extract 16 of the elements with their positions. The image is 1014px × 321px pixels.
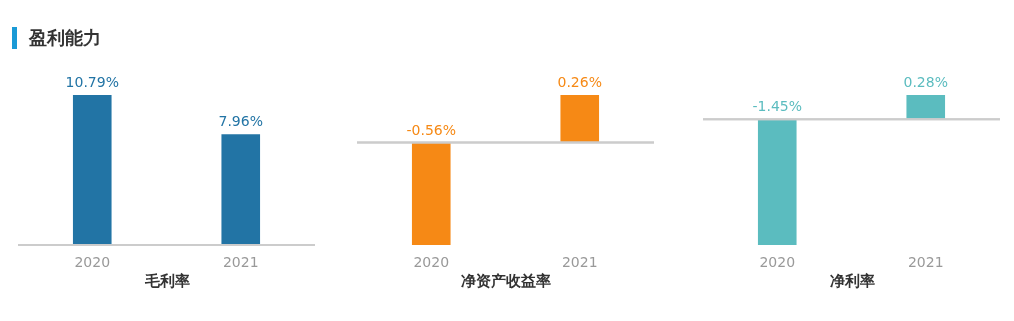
data-label: 0.28% — [903, 74, 948, 90]
x-axis-title: 净资产收益率 — [461, 271, 551, 290]
x-tick-label: 2021 — [907, 253, 944, 270]
chart-title: 盈利能力 — [29, 26, 101, 50]
data-label: 7.96% — [218, 113, 263, 130]
x-tick-label: 2021 — [561, 253, 598, 270]
x-tick-label: 2021 — [222, 253, 259, 270]
x-axis-title: 毛利率 — [143, 271, 190, 290]
x-tick-label: 2020 — [413, 253, 450, 270]
data-label: 10.79% — [65, 74, 119, 90]
x-tick-label: 2020 — [74, 253, 111, 270]
data-label: -1.45% — [752, 98, 803, 115]
data-label: 0.26% — [557, 74, 602, 90]
data-label: -0.56% — [406, 121, 457, 138]
x-tick-label: 2020 — [759, 253, 796, 270]
x-axis-title: 净利率 — [829, 271, 875, 290]
